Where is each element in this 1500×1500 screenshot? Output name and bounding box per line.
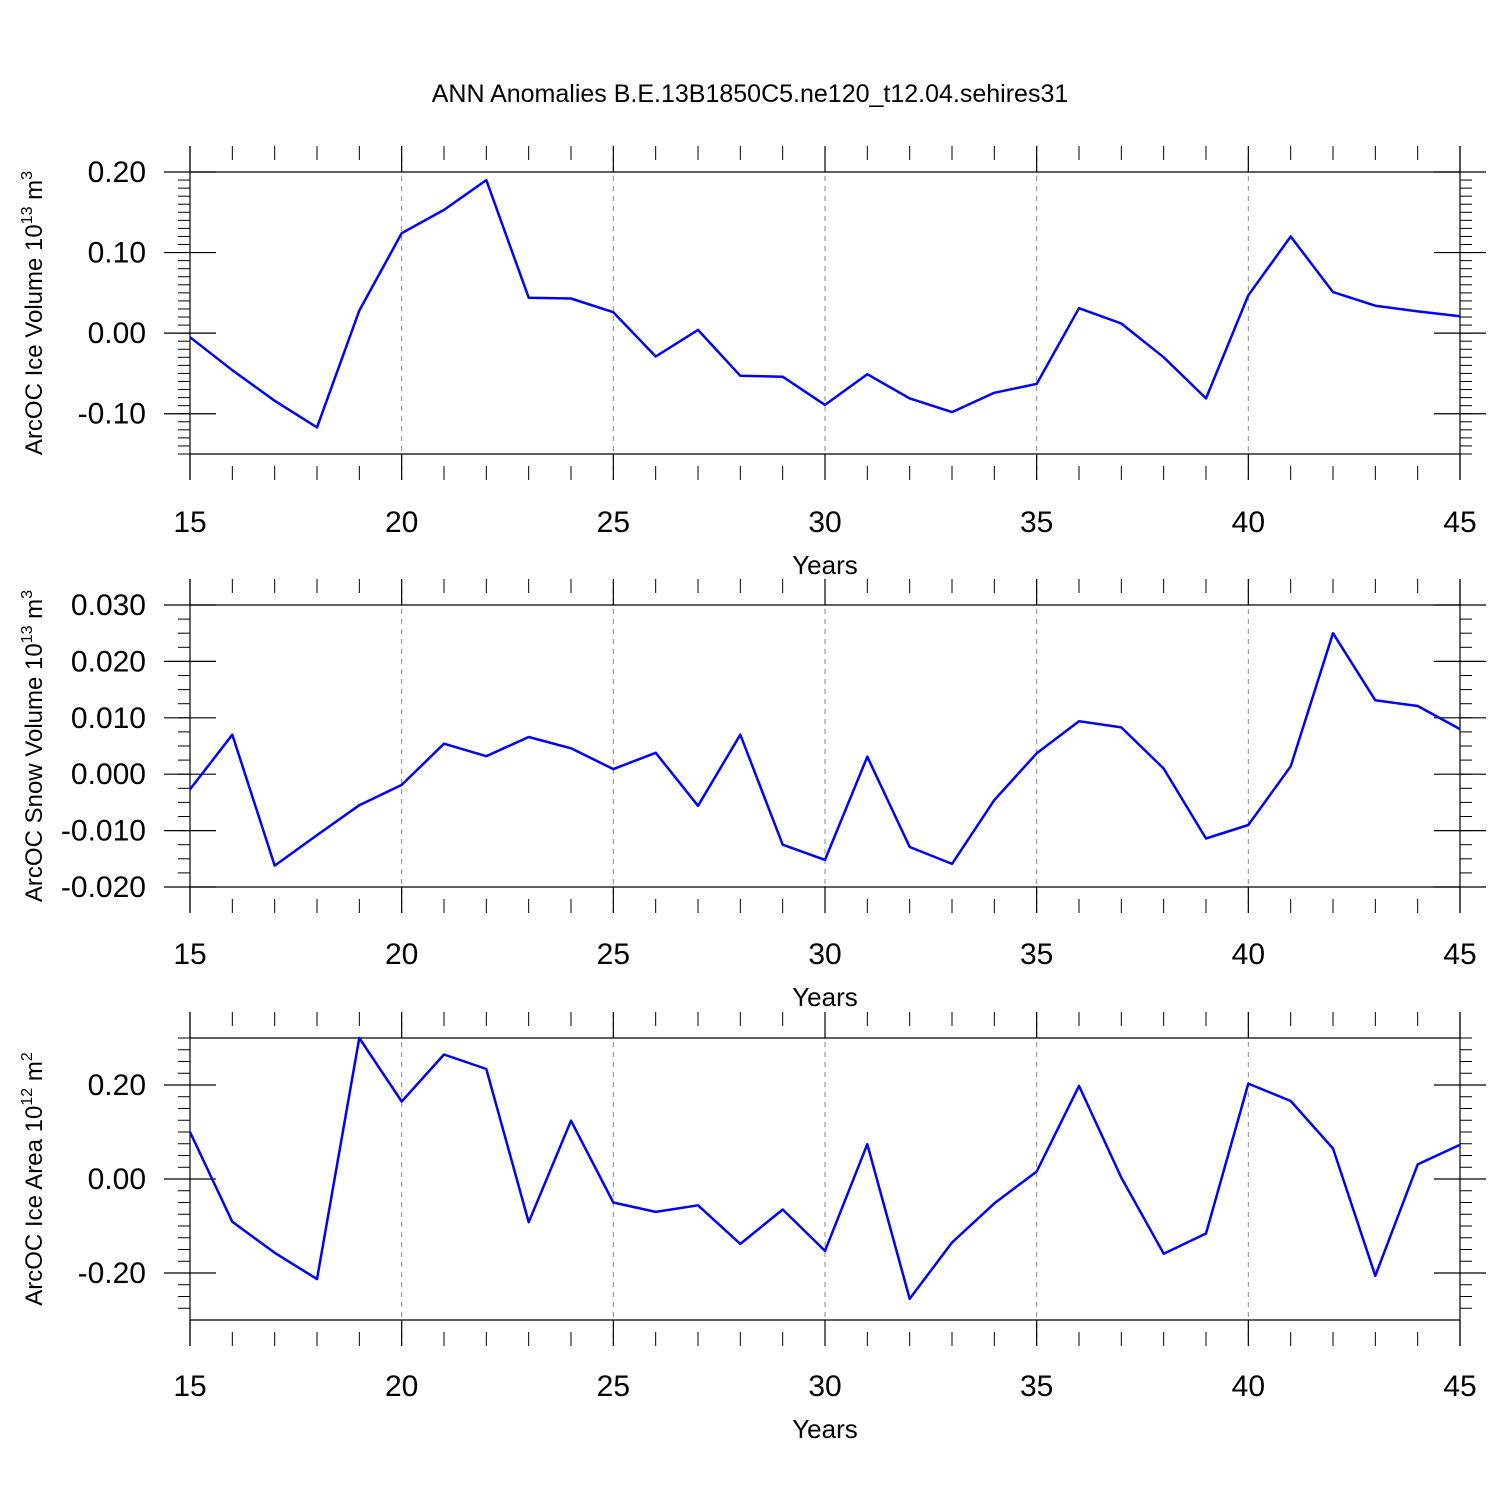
x-tick-label: 15 [173,938,206,971]
chart-panel-2: 15 20 25 30 35 40 45 0.030 0.020 0.010 0.000 -0.010… [19,579,1486,1012]
y-axis-title-text: ArcOC Ice Volume 10 [21,224,48,455]
series-line [188,1036,1461,1301]
y-tick-label: 0.030 [71,589,146,622]
x-tick-label: 25 [597,1370,630,1403]
y-tick-label: -0.020 [61,871,146,904]
y-tick-label: 0.020 [71,645,146,678]
y-axis-title-superscript: 3 [19,171,36,180]
y-axis-title-superscript: 3 [19,590,36,599]
x-tick-label: 25 [597,938,630,971]
y-tick-label: 0.010 [71,702,146,735]
x-tick-label: 15 [173,506,206,539]
x-tick-label: 35 [1020,1370,1053,1403]
x-tick-label: 20 [385,506,418,539]
figure-title: ANN Anomalies B.E.13B1850C5.ne120_t12.04… [431,80,1069,108]
y-axis-title-superscript: 12 [19,1088,36,1106]
y-axis-title-superscript: 2 [19,1052,36,1061]
y-tick-label: -0.20 [78,1257,146,1290]
x-tick-label: 20 [385,1370,418,1403]
y-axis-title-superscript: 13 [19,625,36,643]
y-tick-label: 0.00 [88,1163,146,1196]
y-axis-title: ArcOC Ice Area 1012 m2 [19,1052,48,1306]
chart-panel-3: 15 20 25 30 35 40 45 0.20 0.00 -0.20 Years ArcOC Ic… [19,1012,1486,1444]
x-axis-title: Years [792,1414,858,1444]
x-tick-label: 25 [597,506,630,539]
x-tick-label: 45 [1443,938,1476,971]
y-tick-label: -0.010 [61,815,146,848]
x-tick-label: 45 [1443,506,1476,539]
x-axis-title: Years [792,982,858,1012]
x-tick-label: 40 [1232,506,1265,539]
x-tick-label: 40 [1232,1370,1265,1403]
y-axis-title-text: m [21,599,48,626]
x-tick-label: 15 [173,1370,206,1403]
x-tick-label: 45 [1443,1370,1476,1403]
chart-panel-1: 15 20 25 30 35 40 45 0.20 0.10 0.00 -0.10 Years ArcO… [19,146,1486,580]
x-axis-title: Years [792,550,858,580]
x-tick-label: 40 [1232,938,1265,971]
x-tick-label: 35 [1020,938,1053,971]
x-tick-label: 30 [808,506,841,539]
x-tick-label: 35 [1020,506,1053,539]
x-tick-label: 20 [385,938,418,971]
y-tick-label: 0.00 [88,317,146,350]
y-tick-label: 0.10 [88,237,146,270]
y-axis-title: ArcOC Ice Volume 1013 m3 [19,171,48,455]
y-axis-title: ArcOC Snow Volume 1013 m3 [19,590,48,902]
y-tick-label: 0.000 [71,758,146,791]
y-tick-label: 0.20 [88,156,146,189]
x-tick-label: 30 [808,938,841,971]
y-axis-title-text: ArcOC Ice Area 10 [21,1106,48,1306]
x-tick-label: 30 [808,1370,841,1403]
y-tick-label: 0.20 [88,1069,146,1102]
y-tick-label: -0.10 [78,398,146,431]
series-line [189,631,1461,867]
y-axis-title-text: ArcOC Snow Volume 10 [21,643,48,902]
y-axis-title-superscript: 13 [19,206,36,224]
y-axis-title-text: m [21,180,48,207]
y-axis-title-text: m [21,1061,48,1088]
series-line [189,178,1461,429]
